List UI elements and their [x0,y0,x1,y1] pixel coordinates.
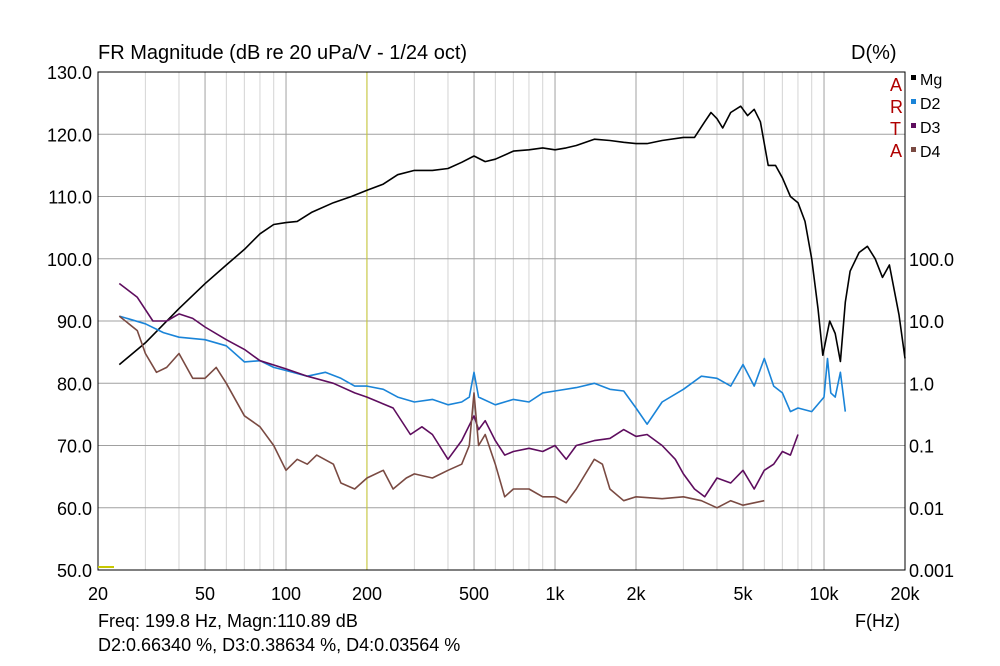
x-tick-label: 10k [810,584,840,604]
y-tick-label: 80.0 [57,374,92,394]
arta-letter: A [890,75,902,95]
legend-label-mg: Mg [920,72,942,89]
legend-label-d2: D2 [920,96,941,113]
cursor-distortion-readout: D2:0.66340 %, D3:0.38634 %, D4:0.03564 % [98,635,461,655]
right-axis-title: D(%) [851,42,897,64]
x-tick-label: 2k [626,584,646,604]
y-tick-label: 90.0 [57,312,92,332]
right-tick-label: 100.0 [909,250,954,270]
legend-label-d3: D3 [920,120,941,137]
right-tick-label: 0.1 [909,437,934,457]
right-tick-label: 0.01 [909,499,944,519]
x-tick-label: 100 [271,584,301,604]
x-tick-label: 5k [734,584,754,604]
series-line-d2 [119,315,847,425]
legend-swatch-mg [911,75,916,80]
y-tick-label: 100.0 [47,250,92,270]
axis-ticks: 130.0 120.0 110.0 100.0 90.0 80.0 70.0 60.0 50.0… [47,63,954,604]
x-tick-label: 20k [890,584,920,604]
y-tick-label: 50.0 [57,561,92,581]
x-axis-label: F(Hz) [855,611,900,631]
legend-swatch-d4 [911,147,916,152]
y-tick-label: 60.0 [57,499,92,519]
legend: Mg D2 D3 D4 [911,72,942,161]
arta-letter: A [890,141,902,161]
y-tick-label: 120.0 [47,125,92,145]
right-tick-label: 10.0 [909,312,944,332]
right-tick-label: 1.0 [909,374,934,394]
x-tick-label: 1k [546,584,566,604]
series-lines [118,105,906,509]
chart-title: FR Magnitude (dB re 20 uPa/V - 1/24 oct) [98,42,468,64]
plot-grid [98,72,905,570]
series-line-mg [118,105,906,366]
series-line-d4 [118,315,765,509]
legend-label-d4: D4 [920,144,941,161]
y-tick-label: 70.0 [57,437,92,457]
x-tick-label: 200 [352,584,382,604]
arta-letter: R [890,97,903,117]
legend-swatch-d3 [911,123,916,128]
right-tick-label: 0.001 [909,561,954,581]
series-line-d3 [118,282,799,498]
x-tick-label: 50 [195,584,215,604]
plot-frame [97,71,906,571]
y-tick-label: 130.0 [47,63,92,83]
arta-letter: T [890,119,901,139]
marker-tick [98,566,114,568]
y-tick-label: 110.0 [48,188,92,208]
legend-swatch-d2 [911,99,916,104]
x-tick-label: 20 [88,584,108,604]
cursor-frequency-readout: Freq: 199.8 Hz, Magn:110.89 dB [98,611,358,631]
x-tick-label: 500 [459,584,489,604]
